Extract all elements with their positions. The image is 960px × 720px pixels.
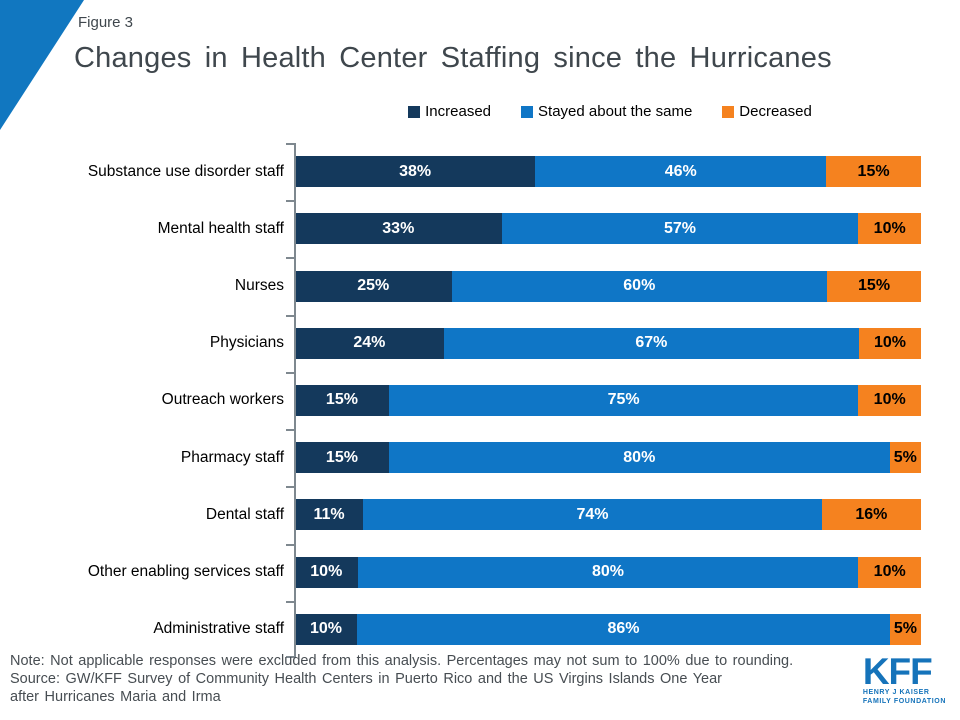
bar-segment-stayed-about-the-same: 80% <box>357 556 859 588</box>
bar-row: Mental health staff 33% 57% 10% <box>0 200 921 257</box>
axis-tick <box>286 371 294 374</box>
page-title: Changes in Health Center Staffing since … <box>74 42 832 74</box>
axis-tick <box>286 143 294 145</box>
bar-segment-stayed-about-the-same: 86% <box>356 613 890 645</box>
legend-label: Stayed about the same <box>538 103 693 120</box>
chart-legend: Increased Stayed about the same Decreased <box>295 103 925 120</box>
bar-segment-stayed-about-the-same: 60% <box>451 270 828 302</box>
category-label: Substance use disorder staff <box>87 162 284 180</box>
bar-segment-stayed-about-the-same: 75% <box>388 384 859 416</box>
bar-segment-stayed-about-the-same: 74% <box>363 499 822 531</box>
legend-item: Decreased <box>722 103 812 120</box>
category-label: Dental staff <box>205 505 284 523</box>
bar-track: 15% 75% 10% <box>295 384 921 416</box>
legend-item: Stayed about the same <box>521 103 692 120</box>
category-label: Administrative staff <box>153 620 284 638</box>
footer-notes: Note: Not applicable responses were excl… <box>10 652 793 706</box>
bar-segment-stayed-about-the-same: 57% <box>501 213 859 245</box>
legend-label: Decreased <box>739 103 812 120</box>
bar-segment-decreased: 15% <box>827 270 921 302</box>
bar-row: Other enabling services staff 10% 80% 10% <box>0 544 921 601</box>
kff-logo-text: KFF <box>862 651 933 692</box>
legend-swatch-increased <box>408 105 421 118</box>
bar-track: 24% 67% 10% <box>295 327 921 359</box>
category-label: Mental health staff <box>157 219 284 237</box>
bar-track: 11% 74% 16% <box>295 499 921 531</box>
bar-segment-stayed-about-the-same: 46% <box>535 156 827 188</box>
bar-segment-increased: 15% <box>295 442 389 474</box>
bar-track: 33% 57% 10% <box>295 213 921 245</box>
note-line: Note: Not applicable responses were excl… <box>10 653 794 669</box>
bar-segment-decreased: 15% <box>826 156 921 188</box>
bar-row: Substance use disorder staff 38% 46% 15% <box>0 143 921 200</box>
bar-segment-increased: 38% <box>295 156 536 188</box>
bar-row: Pharmacy staff 15% 80% 5% <box>0 429 921 486</box>
bar-track: 10% 80% 10% <box>295 556 921 588</box>
kff-logo: KFF HENRY J KAISER FAMILY FOUNDATION <box>862 651 946 706</box>
legend-item: Increased <box>408 103 491 120</box>
figure-label: Figure 3 <box>78 14 134 31</box>
axis-tick <box>286 486 294 489</box>
bar-segment-decreased: 10% <box>859 327 921 359</box>
category-label: Other enabling services staff <box>87 563 284 581</box>
bar-row: Dental staff 11% 74% 16% <box>0 486 921 543</box>
kff-logo-tagline-2: FAMILY FOUNDATION <box>862 697 946 705</box>
bar-segment-decreased: 10% <box>858 556 921 588</box>
kff-logo-tagline-1: HENRY J KAISER <box>862 689 930 696</box>
category-label: Nurses <box>234 277 284 295</box>
bar-track: 15% 80% 5% <box>295 442 921 474</box>
chart-rows: Substance use disorder staff 38% 46% 15% Men… <box>0 143 921 658</box>
bar-segment-increased: 33% <box>295 213 502 245</box>
bar-segment-decreased: 16% <box>821 499 921 531</box>
bar-segment-increased: 10% <box>295 613 357 645</box>
category-label: Physicians <box>209 334 284 352</box>
bar-segment-stayed-about-the-same: 67% <box>443 327 860 359</box>
bar-segment-increased: 25% <box>295 270 452 302</box>
bar-row: Outreach workers 15% 75% 10% <box>0 372 921 429</box>
axis-tick <box>286 600 294 603</box>
bar-segment-decreased: 10% <box>858 384 921 416</box>
axis-tick <box>286 257 294 260</box>
bar-segment-increased: 10% <box>295 556 358 588</box>
axis-tick <box>286 656 294 658</box>
bar-track: 10% 86% 5% <box>295 613 921 645</box>
legend-swatch-decreased <box>722 105 735 118</box>
bar-track: 25% 60% 15% <box>295 270 921 302</box>
axis-tick <box>286 200 294 203</box>
bar-row: Administrative staff 10% 86% 5% <box>0 601 921 658</box>
axis-tick <box>286 314 294 317</box>
bar-segment-decreased: 5% <box>889 613 921 645</box>
legend-label: Increased <box>425 103 492 120</box>
bar-track: 38% 46% 15% <box>295 156 921 188</box>
bar-segment-increased: 11% <box>295 499 364 531</box>
stacked-bar-chart: Substance use disorder staff 38% 46% 15% Men… <box>0 143 921 658</box>
axis-tick <box>286 429 294 432</box>
note-line: Source: GW/KFF Survey of Community Healt… <box>10 671 722 687</box>
bar-segment-increased: 24% <box>295 327 444 359</box>
bar-row: Nurses 25% 60% 15% <box>0 257 921 314</box>
y-axis-line <box>294 143 296 658</box>
corner-accent-triangle <box>0 0 84 130</box>
category-label: Outreach workers <box>161 391 284 409</box>
bar-segment-increased: 15% <box>295 384 389 416</box>
legend-swatch-stayed-about-the-same <box>521 105 534 118</box>
bar-segment-stayed-about-the-same: 80% <box>388 442 890 474</box>
bar-segment-decreased: 5% <box>889 442 921 474</box>
category-label: Pharmacy staff <box>180 448 284 466</box>
note-line: after Hurricanes Maria and Irma <box>10 689 221 705</box>
bar-row: Physicians 24% 67% 10% <box>0 315 921 372</box>
bar-segment-decreased: 10% <box>858 213 921 245</box>
axis-tick <box>286 543 294 546</box>
